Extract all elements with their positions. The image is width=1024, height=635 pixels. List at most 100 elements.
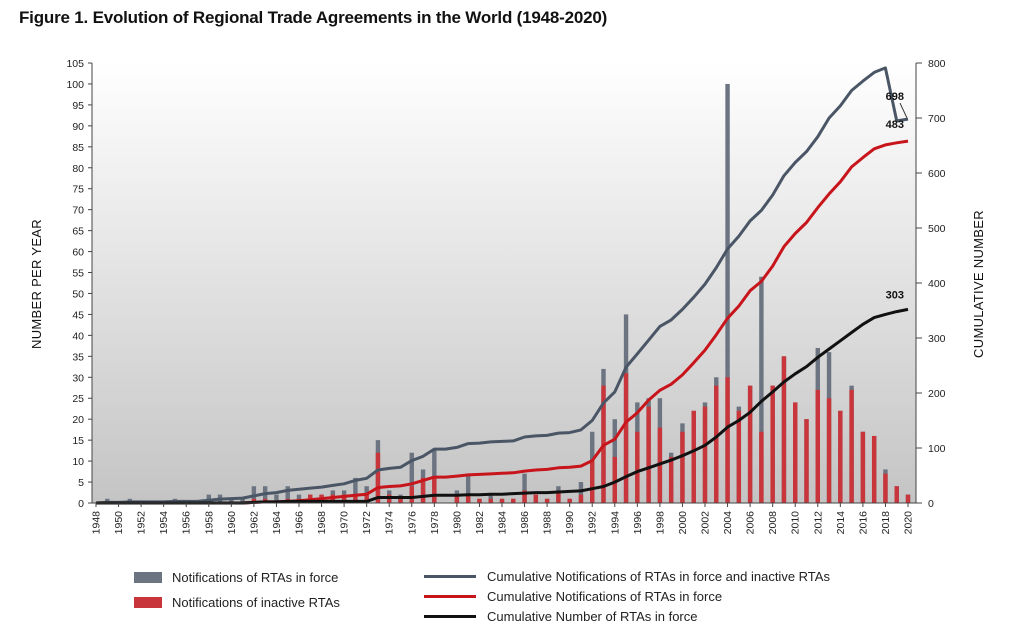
annotation-698: 698 (886, 91, 904, 103)
x-tick-label: 2014 (835, 511, 847, 535)
legend-label-in-force: Notifications of RTAs in force (172, 570, 339, 585)
legend-label-cum-inactive: Cumulative Notifications of RTAs in forc… (487, 589, 723, 604)
x-tick-label: 2008 (767, 511, 779, 535)
x-tick-label: 1950 (113, 511, 125, 535)
bar-inactive-2003 (714, 385, 719, 503)
bar-inactive-2004 (725, 377, 730, 503)
bar-inactive-1970 (341, 494, 347, 503)
x-tick-label: 1956 (181, 511, 193, 535)
y2-tick-label: 500 (928, 223, 946, 235)
bar-in-force-1965 (285, 486, 290, 503)
legend-inactive: Notifications of inactive RTAs (134, 595, 340, 610)
bar-inactive-1978 (432, 477, 437, 503)
y-tick-label: 30 (72, 372, 84, 384)
y-tick-label: 40 (72, 330, 84, 342)
bar-in-force-1981 (465, 473, 471, 503)
bar-inactive-2014 (838, 410, 843, 503)
bar-inactive-2001 (691, 410, 696, 503)
bar-in-force-1961 (240, 498, 245, 503)
bar-in-force-1964 (274, 494, 279, 503)
y-tick-label: 25 (72, 393, 84, 405)
bar-inactive-1985 (511, 498, 516, 503)
legend-line-cum-all (424, 575, 476, 578)
bar-inactive-2011 (804, 419, 809, 503)
line-cumulative-all (95, 66, 909, 505)
x-tick-label: 2010 (790, 511, 802, 535)
bar-inactive-2005 (736, 410, 742, 503)
x-tick-label: 1998 (654, 511, 666, 535)
x-tick-label: 1952 (136, 511, 148, 535)
bar-inactive-1999 (668, 456, 674, 503)
bar-inactive-2007 (759, 431, 764, 503)
legend-cum-in-force: Cumulative Number of RTAs in force (424, 609, 697, 624)
bar-inactive-1972 (364, 494, 369, 503)
y2-tick-label: 600 (928, 168, 946, 180)
y-tick-label: 90 (72, 121, 84, 133)
bar-inactive-2018 (883, 473, 888, 503)
legend-label-cum-all: Cumulative Notifications of RTAs in forc… (487, 569, 830, 584)
legend-line-cum-inactive (424, 595, 476, 598)
y-tick-label: 80 (72, 163, 84, 175)
y-tick-label: 70 (72, 205, 84, 217)
bar-inactive-1975 (398, 498, 403, 503)
x-tick-label: 1992 (587, 511, 599, 535)
y-tick-label: 55 (72, 268, 84, 280)
bar-inactive-1994 (612, 456, 617, 503)
bar-inactive-2016 (860, 431, 866, 503)
x-tick-label: 1964 (271, 511, 283, 535)
y-tick-label: 20 (72, 414, 84, 426)
y2-tick-label: 800 (928, 58, 946, 70)
bar-inactive-2015 (849, 389, 854, 503)
annotation-leader (899, 102, 908, 119)
bar-in-force-2004 (725, 83, 730, 503)
y-tick-label: 0 (78, 498, 84, 510)
x-tick-label: 1966 (294, 511, 306, 535)
x-tick-label: 1972 (361, 511, 373, 535)
bar-inactive-1983 (488, 498, 493, 503)
x-axis: 1948 1950 1952 1954 1956 1958 1960 1962 1964 1966… (91, 502, 916, 535)
x-tick-label: 1974 (384, 511, 396, 535)
x-tick-label: 1984 (497, 511, 509, 535)
x-tick-label: 1970 (339, 511, 351, 535)
bar-inactive-1986 (522, 490, 527, 503)
x-tick-label: 1962 (248, 511, 260, 535)
bar-inactive-1996 (635, 431, 640, 503)
y-tick-label: 95 (72, 100, 84, 112)
left-axis: 0 5 10 15 20 25 30 35 40 45 50 55 60 65 70 75 80 85 90 95 10… (66, 58, 93, 510)
legend-swatch-inactive (134, 597, 162, 608)
legend-label-cum-in-force: Cumulative Number of RTAs in force (487, 609, 698, 624)
legend-in-force: Notifications of RTAs in force (134, 570, 338, 585)
bar-in-force-1976 (409, 452, 414, 503)
bar-inactive-1991 (578, 494, 584, 503)
x-tick-label: 1968 (316, 511, 328, 535)
x-tick-label: 2016 (857, 511, 869, 535)
y2-tick-label: 100 (928, 443, 946, 455)
y-tick-label: 5 (78, 477, 84, 489)
x-tick-label: 1948 (91, 511, 103, 535)
legend-label-inactive: Notifications of inactive RTAs (172, 595, 340, 610)
bar-in-force-1991 (578, 482, 584, 503)
bar-inactive-2008 (770, 385, 775, 503)
x-tick-label: 2020 (903, 511, 915, 535)
bar-in-force-2007 (759, 276, 764, 503)
end-annotations: 698 483 303 (886, 91, 908, 301)
annotation-303: 303 (886, 289, 904, 301)
bar-inactive-1984 (499, 498, 505, 503)
y2-tick-label: 400 (928, 278, 946, 290)
bar-inactive-2019 (894, 486, 899, 503)
legend-cum-inactive: Cumulative Notifications of RTAs in forc… (424, 589, 722, 604)
bar-inactive-1997 (646, 406, 651, 503)
y2-tick-label: 200 (928, 388, 946, 400)
y2-tick-label: 300 (928, 333, 946, 345)
x-tick-label: 2012 (812, 511, 824, 535)
x-tick-label: 1988 (542, 511, 554, 535)
bar-inactive-1988 (544, 498, 550, 503)
y-tick-label: 50 (72, 288, 84, 300)
bar-inactive-2012 (815, 389, 820, 503)
y-tick-label: 60 (72, 247, 84, 259)
bar-inactive-2002 (702, 406, 708, 503)
y-tick-label: 45 (72, 309, 84, 321)
bar-in-force-1986 (522, 473, 527, 503)
chart-title: Figure 1. Evolution of Regional Trade Ag… (19, 8, 608, 27)
bar-in-force-1960 (229, 498, 234, 503)
